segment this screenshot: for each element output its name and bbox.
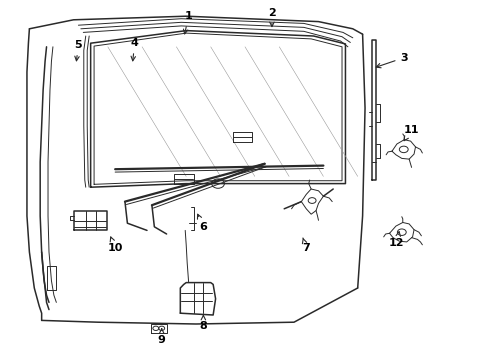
- Text: 6: 6: [197, 214, 207, 232]
- Text: 12: 12: [389, 231, 405, 248]
- Text: 8: 8: [199, 315, 207, 331]
- Text: 3: 3: [376, 53, 408, 68]
- Text: 4: 4: [131, 38, 139, 61]
- Text: 1: 1: [183, 11, 193, 34]
- Text: 2: 2: [268, 8, 276, 27]
- Text: 11: 11: [404, 125, 419, 141]
- Text: 9: 9: [158, 329, 166, 345]
- Text: 10: 10: [107, 237, 123, 253]
- Text: 7: 7: [302, 238, 310, 253]
- Text: 5: 5: [74, 40, 82, 61]
